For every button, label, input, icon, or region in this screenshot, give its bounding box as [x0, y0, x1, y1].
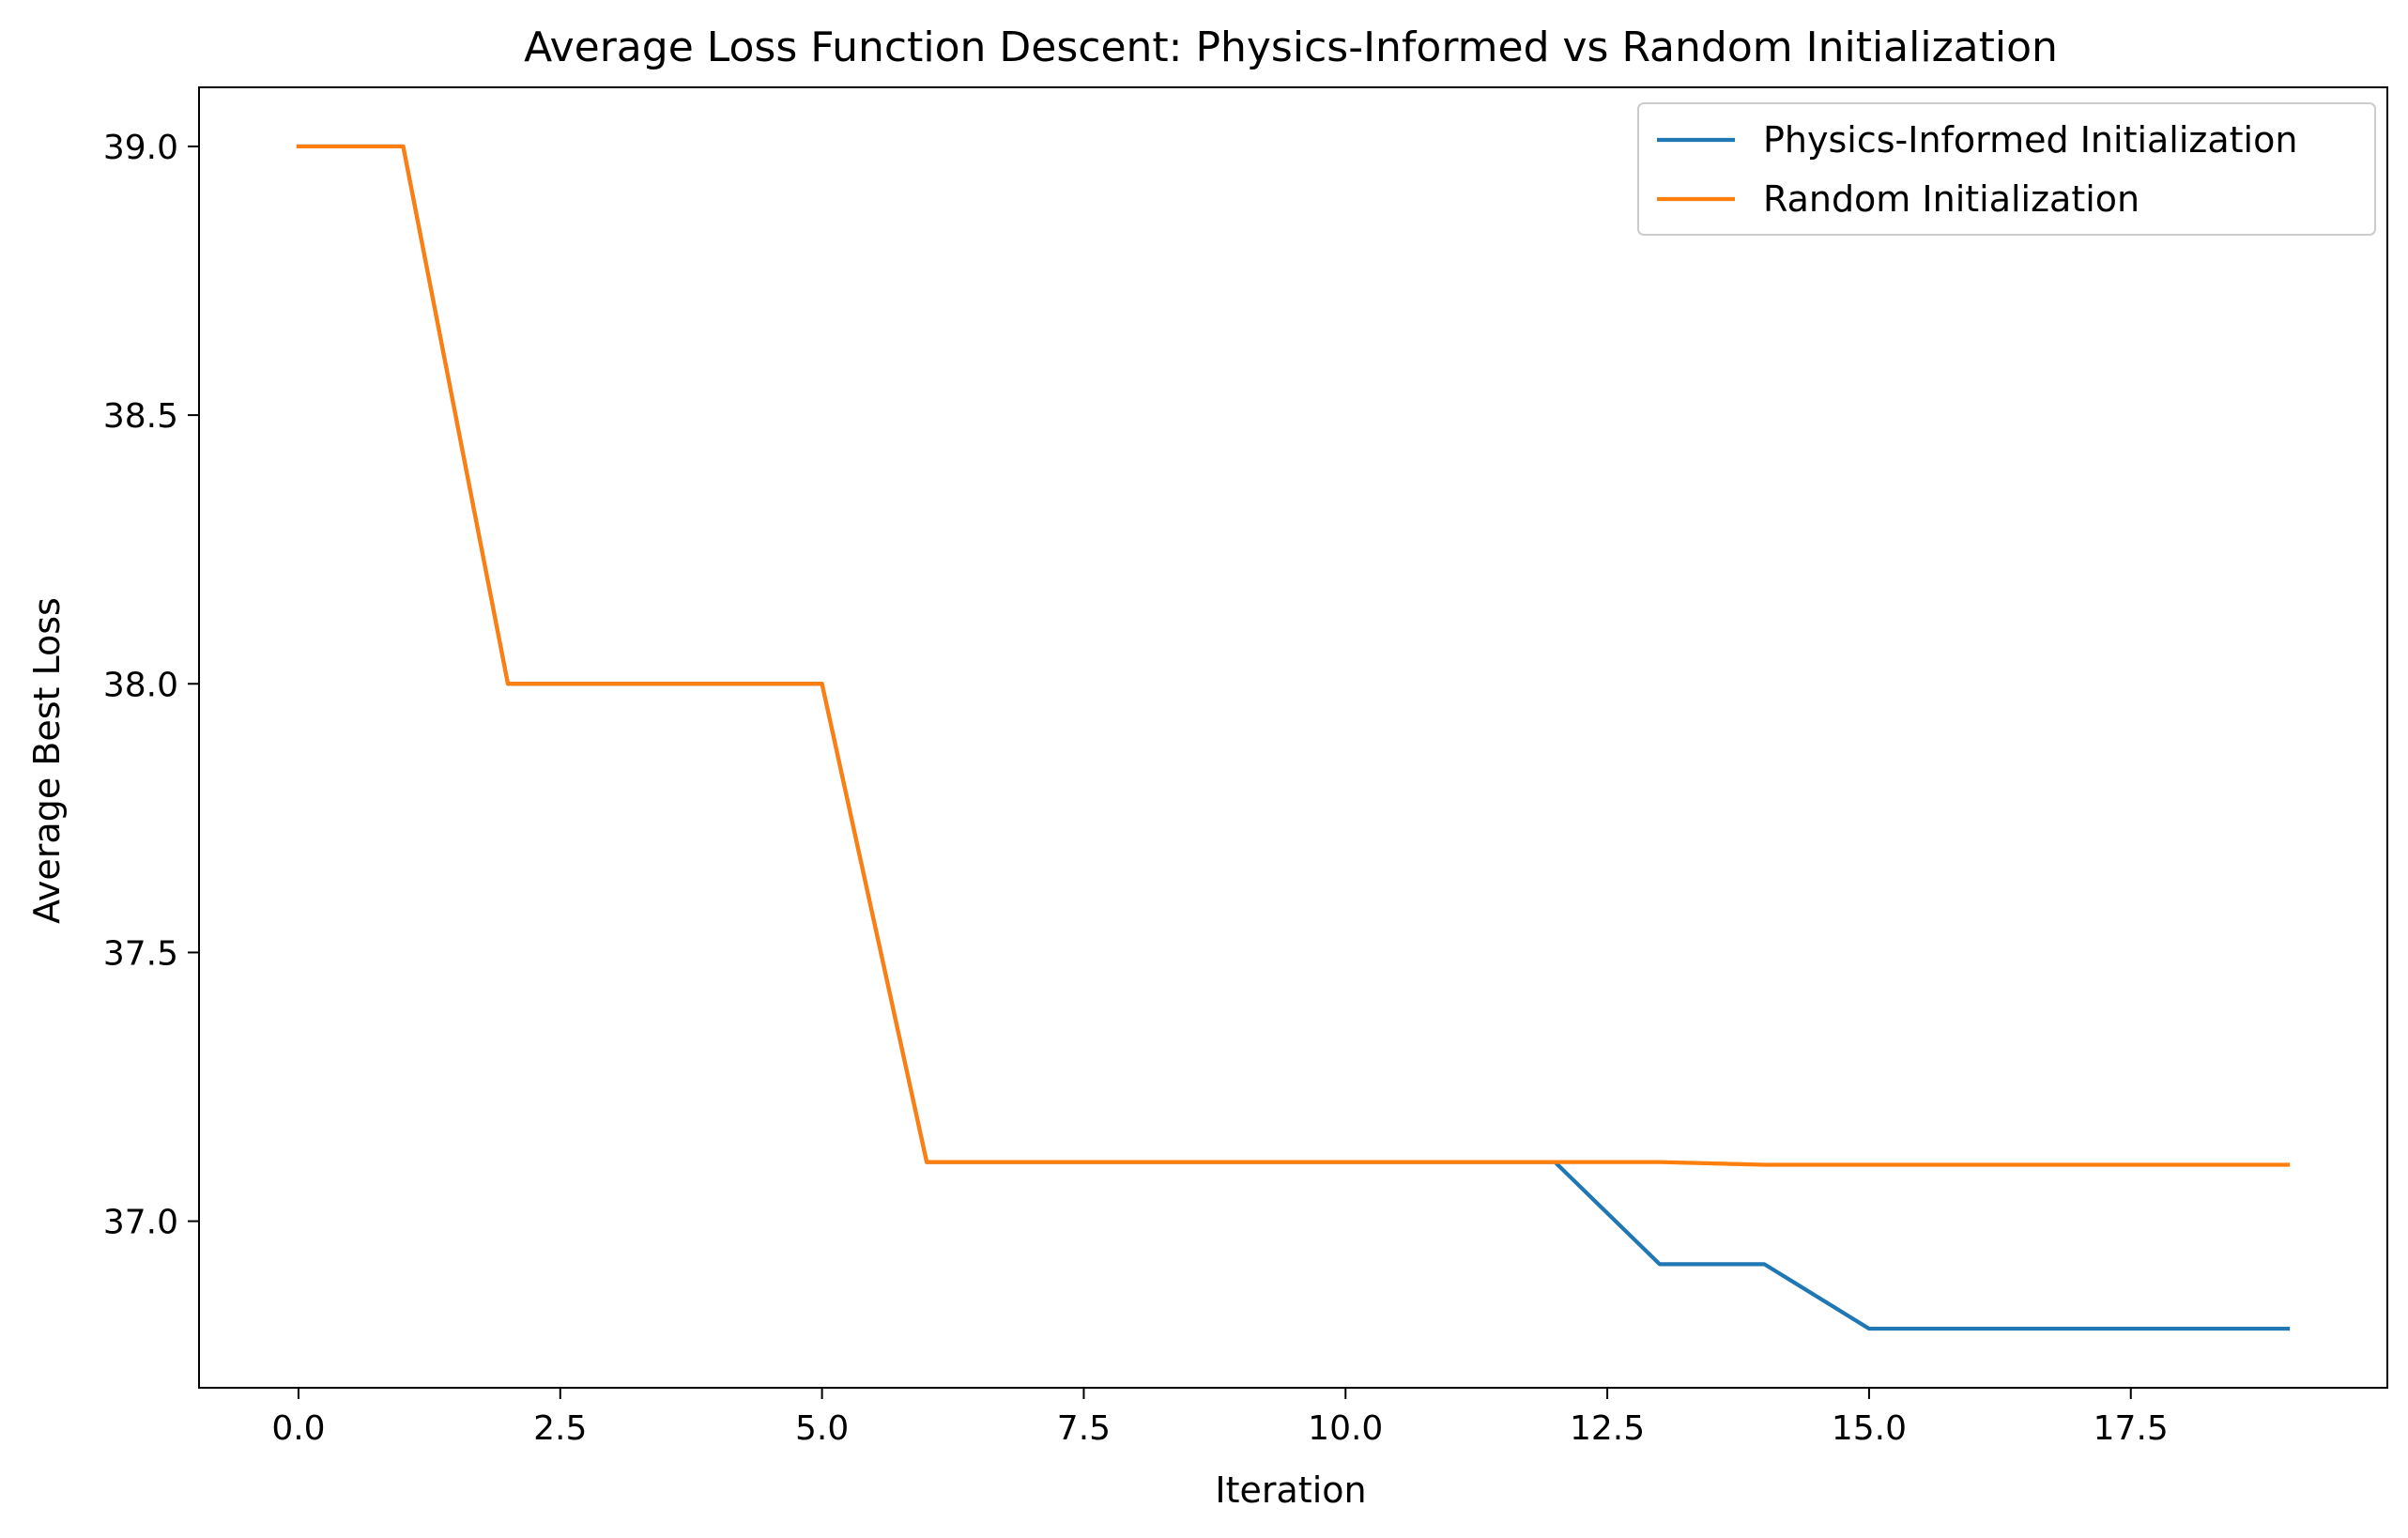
y-axis-label: Average Best Loss [26, 597, 68, 924]
legend-box [1637, 102, 2376, 236]
x-tick-label: 15.0 [1832, 1409, 1907, 1448]
x-axis-ticks: 0.0 2.5 5.0 7.5 10.0 12.5 15.0 17.5 [271, 1388, 2169, 1448]
series-line-0 [296, 144, 2291, 1331]
x-tick-label: 7.5 [1057, 1409, 1111, 1448]
legend: Physics-Informed Initialization Random In… [1637, 102, 2376, 236]
plot-frame [198, 86, 2388, 1389]
series-line-1 [296, 144, 2291, 1167]
chart-title: Average Loss Function Descent: Physics-I… [524, 23, 2058, 71]
y-axis-ticks: 37.0 37.5 38.0 38.5 39.0 [103, 129, 199, 1242]
plot-area [198, 86, 2388, 1389]
y-tick-label: 37.5 [103, 934, 178, 973]
legend-label-0: Physics-Informed Initialization [1763, 119, 2297, 161]
x-tick-label: 12.5 [1570, 1409, 1645, 1448]
y-tick-label: 39.0 [103, 129, 178, 167]
y-tick-label: 37.0 [103, 1204, 178, 1242]
legend-label-1: Random Initialization [1763, 178, 2140, 220]
y-tick-label: 38.5 [103, 397, 178, 436]
x-tick-label: 17.5 [2094, 1409, 2169, 1448]
x-axis-label: Iteration [1215, 1469, 1366, 1511]
x-tick-label: 10.0 [1308, 1409, 1383, 1448]
x-tick-label: 2.5 [533, 1409, 587, 1448]
x-tick-label: 5.0 [795, 1409, 849, 1448]
x-tick-label: 0.0 [271, 1409, 325, 1448]
y-tick-label: 38.0 [103, 666, 178, 704]
